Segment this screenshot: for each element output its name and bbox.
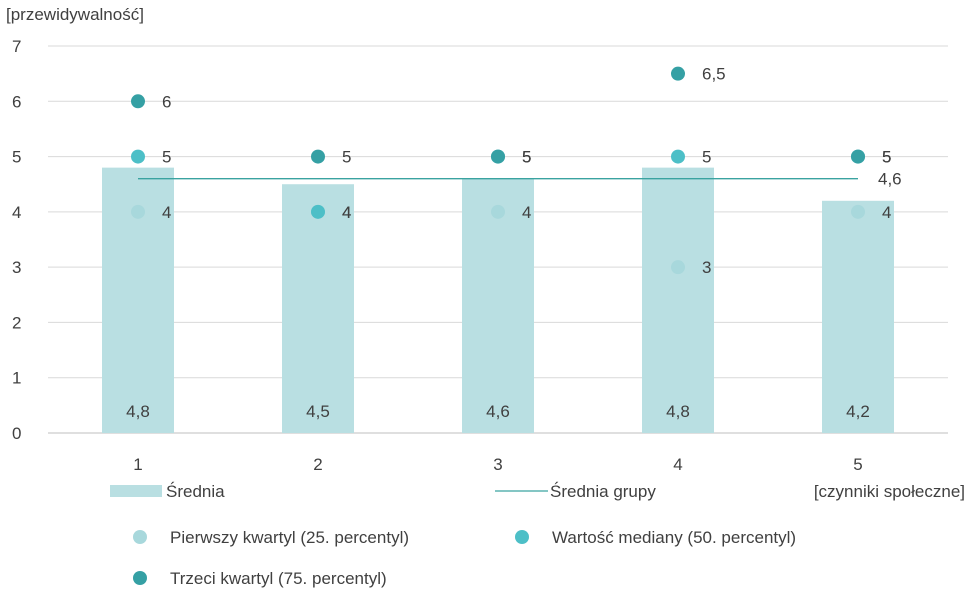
point-label: 5 [882, 148, 891, 167]
point-q1 [671, 260, 685, 275]
legend-swatch-point [133, 530, 147, 544]
x-tick-label: 3 [493, 455, 502, 474]
y-tick-label: 4 [12, 203, 21, 222]
y-tick-label: 2 [12, 313, 21, 332]
point-q3 [671, 66, 685, 81]
bar [462, 178, 534, 433]
bar [642, 167, 714, 433]
point-label: 5 [342, 148, 351, 167]
legend-swatch-point [133, 571, 147, 585]
legend-label: Wartość mediany (50. percentyl) [552, 528, 796, 547]
point-q3 [131, 94, 145, 109]
y-tick-label: 1 [12, 369, 21, 388]
legend-swatch-bar [110, 485, 162, 497]
point-label: 4 [342, 203, 351, 222]
y-tick-label: 6 [12, 92, 21, 111]
legend-label: Pierwszy kwartyl (25. percentyl) [170, 528, 409, 547]
x-tick-label: 4 [673, 455, 682, 474]
bars [102, 167, 894, 433]
point-label: 5 [522, 148, 531, 167]
bar-value-label: 4,5 [306, 402, 330, 421]
points [131, 66, 865, 275]
x-axis-title: [czynniki społeczne] [814, 482, 965, 501]
bar [282, 184, 354, 433]
bar-value-label: 4,8 [126, 402, 150, 421]
legend-label: Średnia [166, 482, 225, 501]
point-label: 4 [342, 203, 351, 222]
legend: Średnia Średnia grupy Pierwszy kwartyl (25… [110, 482, 796, 588]
point-label: 3 [702, 258, 711, 277]
legend-label: Średnia grupy [550, 482, 656, 501]
bar [822, 200, 894, 433]
point-label: 4 [522, 203, 531, 222]
point-label: 5 [882, 148, 891, 167]
point-median [131, 149, 145, 164]
point-q3 [311, 149, 325, 164]
x-tick-label: 2 [313, 455, 322, 474]
point-label: 4 [882, 203, 891, 222]
labels: 0 1 2 3 4 5 6 7 [przewidywalność] 1 2 3 4 5 [czynniki … [6, 5, 965, 501]
point-q3 [851, 149, 865, 164]
point-median [671, 149, 685, 164]
y-tick-label: 5 [12, 148, 21, 167]
bar-value-label: 4,8 [666, 402, 690, 421]
group-mean-label: 4,6 [878, 170, 902, 189]
point-label: 5 [702, 148, 711, 167]
y-tick-label: 3 [12, 258, 21, 277]
bar-value-label: 4,6 [486, 402, 510, 421]
point-label: 4 [162, 203, 171, 222]
bar-value-label: 4,2 [846, 402, 870, 421]
point-label: 6 [162, 92, 171, 111]
point-label: 5 [162, 148, 171, 167]
y-tick-label: 7 [12, 37, 21, 56]
legend-swatch-point [515, 530, 529, 544]
point-q3 [491, 149, 505, 164]
point-label: 6,5 [702, 65, 726, 84]
legend-label: Trzeci kwartyl (75. percentyl) [170, 569, 387, 588]
x-tick-label: 5 [853, 455, 862, 474]
x-tick-label: 1 [133, 455, 142, 474]
point-label: 5 [522, 148, 531, 167]
y-axis-title: [przewidywalność] [6, 5, 144, 24]
point-q1 [491, 204, 505, 219]
y-tick-label: 0 [12, 424, 21, 443]
point-median [311, 204, 325, 219]
point-q1 [851, 204, 865, 219]
point-q1 [131, 204, 145, 219]
